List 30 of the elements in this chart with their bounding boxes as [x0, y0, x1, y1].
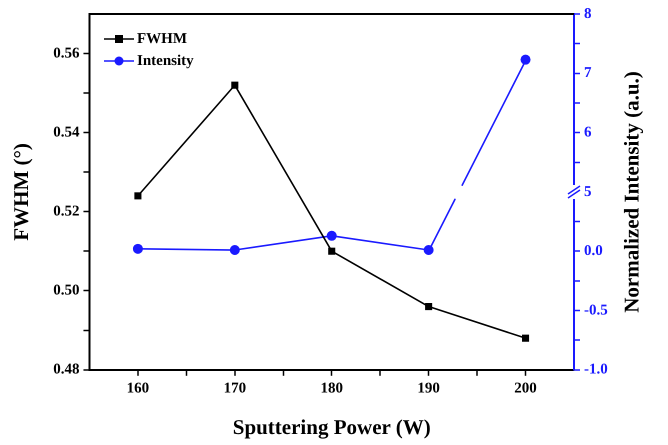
x-tick-label: 200: [514, 380, 537, 397]
legend-label: Intensity: [137, 52, 194, 70]
point: [425, 303, 432, 310]
x-tick-label: 160: [126, 380, 150, 397]
y2-tick-label: -1.0: [584, 362, 608, 378]
x-tick-label: 190: [417, 380, 440, 397]
point: [522, 334, 530, 342]
y3-tick-label: 6: [584, 124, 592, 140]
y-tick-label: 0.48: [53, 362, 80, 378]
y3-tick-label: 8: [584, 6, 592, 22]
y-tick-label: 0.54: [53, 124, 80, 140]
y-axis-title: FWHM (°): [9, 143, 34, 241]
legend-label: FWHM: [137, 30, 187, 48]
point: [134, 192, 142, 200]
y2-tick-label: -0.5: [584, 302, 608, 318]
point: [230, 245, 240, 256]
point: [132, 244, 143, 254]
y2-tick-label: 0.0: [584, 243, 603, 260]
y-tick-label: 0.52: [53, 204, 80, 220]
x-axis-title: Sputtering Power (W): [232, 414, 431, 439]
y-tick-label: 0.56: [53, 45, 80, 62]
y3-tick-label: 7: [584, 65, 592, 82]
y3-tick-label: 5: [584, 184, 592, 200]
point: [326, 230, 337, 241]
x-tick-label: 180: [320, 380, 343, 397]
y2-axis-title: Normalized Intensity (a.u.): [620, 71, 644, 313]
point: [231, 82, 238, 89]
x-tick-label: 170: [224, 380, 246, 397]
point: [328, 248, 336, 255]
y-tick-label: 0.50: [53, 282, 80, 299]
